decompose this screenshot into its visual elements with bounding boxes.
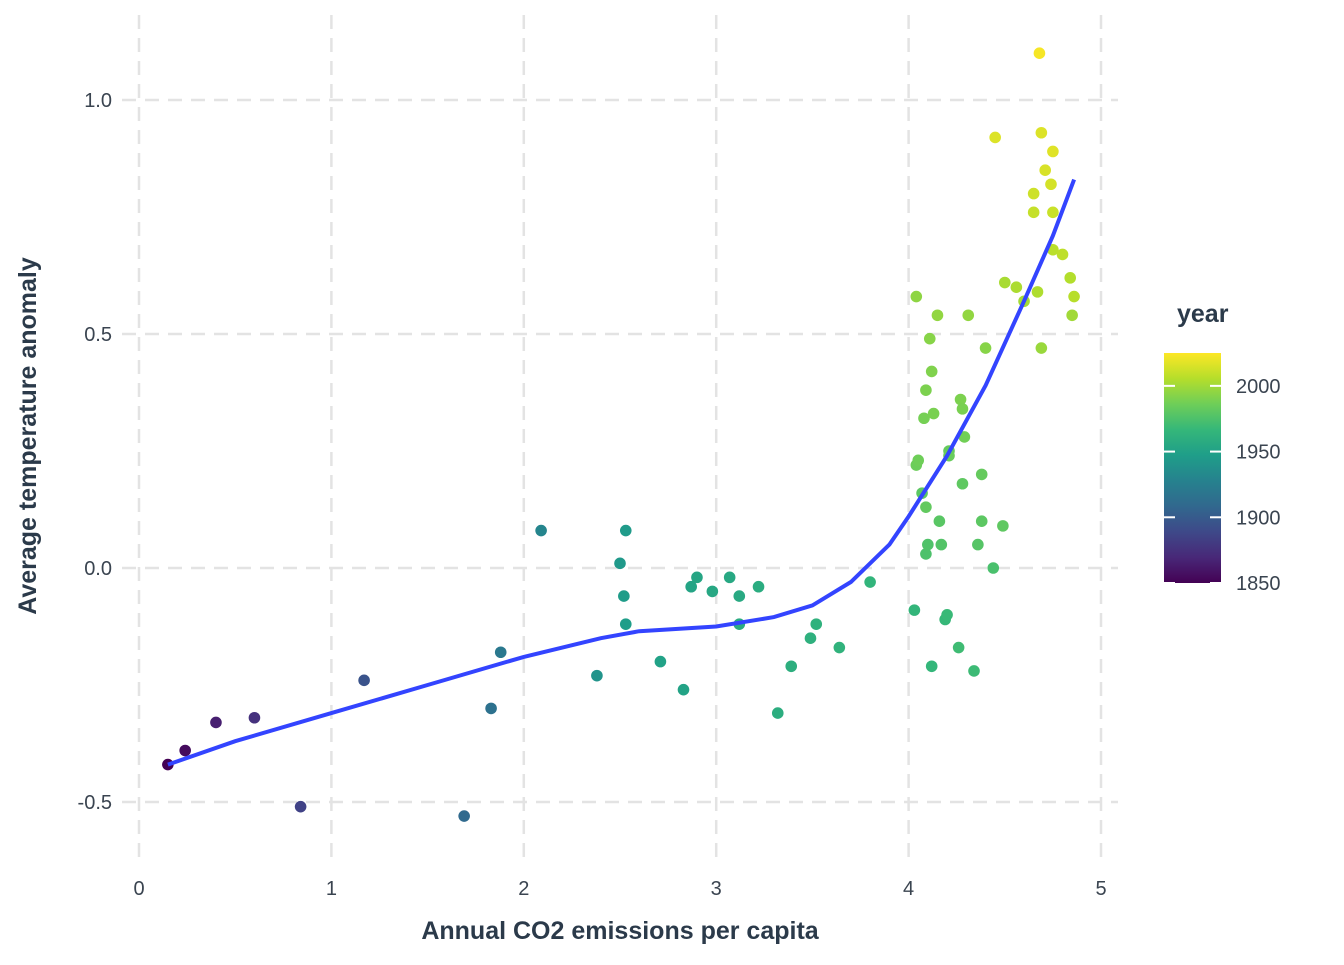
legend-tick-label: 1950: [1236, 442, 1281, 464]
data-points: [162, 47, 1080, 822]
x-axis-label: Annual CO2 emissions per capita: [421, 917, 819, 945]
data-point: [677, 683, 690, 696]
data-point: [685, 580, 697, 593]
data-point: [833, 641, 846, 654]
data-point: [1035, 126, 1048, 139]
y-tick-label: -0.5: [78, 792, 112, 814]
data-point: [706, 585, 719, 598]
data-point: [591, 669, 603, 682]
data-point: [1056, 248, 1069, 261]
data-point: [999, 276, 1011, 289]
data-point: [956, 403, 969, 415]
data-point: [210, 716, 222, 729]
data-point: [618, 590, 630, 602]
smooth-trend-line: [167, 178, 1076, 767]
data-point: [920, 548, 932, 560]
data-point: [987, 562, 1000, 574]
data-point: [920, 384, 932, 396]
data-point: [1027, 206, 1040, 219]
data-point: [912, 454, 925, 467]
data-point: [294, 800, 307, 813]
grid: [122, 15, 1118, 858]
x-tick-label: 1: [326, 878, 337, 900]
data-point: [979, 342, 992, 354]
data-point: [1045, 178, 1057, 191]
data-point: [691, 571, 703, 584]
data-point: [962, 309, 975, 322]
data-point: [1035, 342, 1048, 354]
data-point: [920, 501, 932, 513]
data-point: [941, 609, 953, 621]
data-point: [864, 576, 876, 588]
data-point: [619, 618, 632, 630]
data-point: [958, 431, 971, 443]
data-point: [989, 131, 1001, 144]
x-tick-label: 3: [711, 878, 722, 900]
data-point: [1010, 281, 1023, 294]
data-point: [358, 674, 370, 687]
data-point: [1031, 286, 1044, 298]
data-point: [494, 646, 507, 659]
data-point: [723, 571, 736, 584]
data-point: [771, 707, 784, 719]
y-tick-label: 1.0: [84, 90, 112, 112]
data-point: [1068, 290, 1080, 303]
data-point: [1047, 206, 1059, 219]
legend-tick-label: 1850: [1236, 573, 1281, 595]
data-point: [925, 660, 938, 673]
colorbar: [1164, 353, 1221, 583]
data-point: [975, 468, 988, 481]
x-axis-ticks: 0 1 2 3 4 5: [133, 878, 1106, 900]
x-tick-label: 4: [903, 878, 914, 900]
data-point: [535, 524, 547, 537]
data-point: [933, 515, 946, 527]
data-point: [927, 407, 940, 420]
data-point: [1064, 272, 1077, 284]
data-point: [935, 538, 948, 551]
data-point: [975, 515, 988, 527]
data-point: [997, 520, 1009, 532]
data-point: [804, 632, 817, 644]
data-point: [972, 538, 984, 551]
data-point: [1033, 47, 1046, 59]
legend-tick-label: 1900: [1236, 507, 1281, 529]
data-point: [922, 538, 934, 551]
data-point: [910, 290, 923, 303]
data-point: [1047, 145, 1059, 158]
y-axis-label: Average temperature anomaly: [14, 257, 42, 615]
data-point: [614, 557, 626, 570]
data-point: [923, 332, 936, 345]
data-point: [968, 665, 980, 677]
color-legend: year 1850 1900 1950 2000: [1164, 300, 1281, 595]
y-tick-label: 0.0: [84, 558, 112, 580]
x-tick-label: 0: [133, 878, 144, 900]
y-axis-ticks: -0.5 0.0 0.5 1.0: [78, 90, 112, 814]
data-point: [1027, 187, 1040, 200]
x-tick-label: 5: [1095, 878, 1106, 900]
data-point: [952, 641, 965, 654]
data-point: [619, 524, 632, 537]
data-point: [1039, 164, 1052, 176]
data-point: [925, 365, 938, 378]
data-point: [908, 604, 921, 616]
data-point: [931, 309, 944, 322]
data-point: [458, 810, 470, 822]
data-point: [179, 744, 191, 757]
data-point: [956, 477, 969, 490]
data-point: [810, 618, 823, 630]
data-point: [918, 412, 930, 425]
legend-tick-label: 2000: [1236, 376, 1281, 398]
data-point: [1066, 309, 1078, 322]
data-point: [752, 580, 765, 593]
data-point: [954, 393, 967, 406]
data-point: [248, 711, 261, 724]
data-point: [785, 660, 798, 673]
data-point: [654, 655, 667, 668]
y-tick-label: 0.5: [84, 324, 112, 346]
x-tick-label: 2: [518, 878, 529, 900]
data-point: [733, 590, 746, 602]
legend-title: year: [1177, 300, 1229, 328]
data-point: [485, 702, 497, 715]
